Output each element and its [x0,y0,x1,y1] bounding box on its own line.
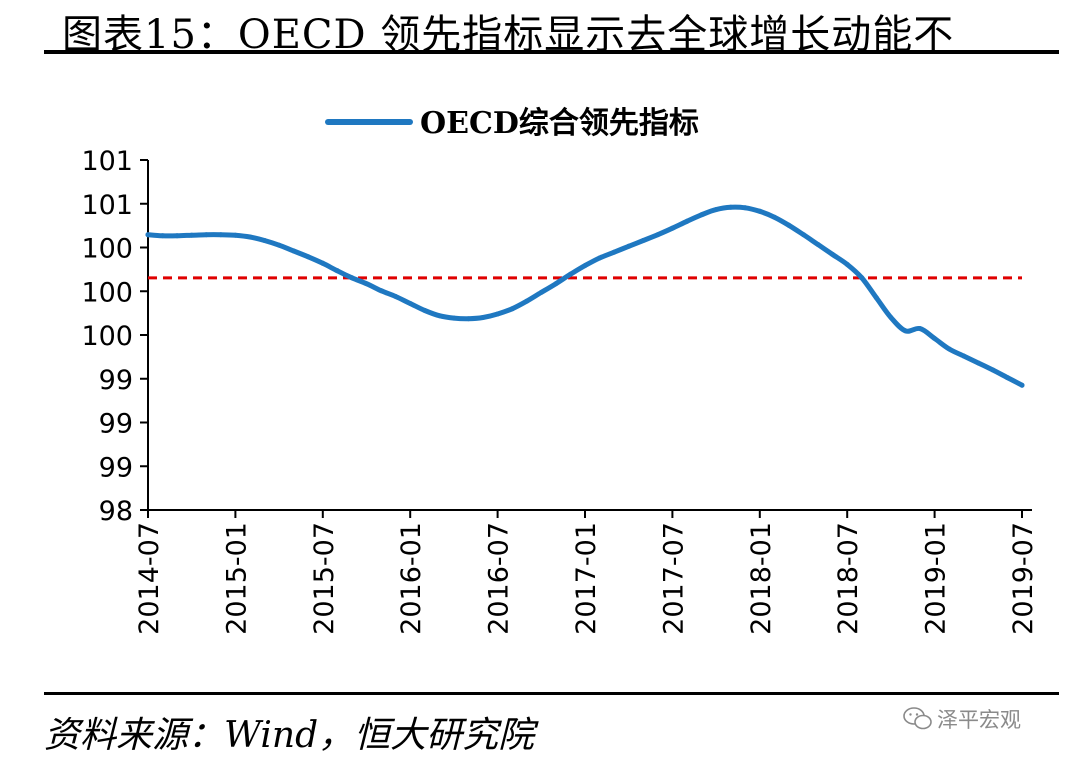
data-point [640,238,646,243]
data-point [524,298,530,304]
data-point [160,233,166,239]
data-point [174,233,180,239]
data-point [757,208,763,214]
data-point [451,315,457,321]
x-tick-label: 2016-01 [396,522,427,635]
data-point [801,232,806,238]
x-tick-label: 2017-01 [571,522,602,635]
data-point [538,289,544,295]
data-point [509,306,515,312]
data-point [975,360,981,366]
legend: OECD综合领先指标 [325,106,699,141]
x-tick-label: 2016-07 [484,522,515,635]
data-point [334,268,340,274]
wechat-icon [903,707,932,730]
data-point [917,326,923,332]
data-point [611,249,617,255]
top-rule [44,50,1059,54]
y-tick-label: 101 [81,146,133,177]
data-point [305,254,311,260]
data-point [830,252,836,257]
data-point [669,225,675,231]
data-point [393,294,399,299]
source-note: 资料来源：Wind，恒大研究院 [44,715,535,756]
data-point [655,232,661,238]
data-point [859,275,865,281]
data-point [407,301,413,306]
data-point [349,275,355,281]
data-point [553,281,559,287]
data-point [466,316,471,322]
series-points [145,204,1025,388]
watermark: 泽平宏观 [903,704,1021,734]
x-tick-label: 2018-07 [833,522,864,635]
data-point [189,232,195,238]
data-point [903,328,908,334]
data-point [1019,382,1025,388]
data-point [364,281,369,287]
data-point [276,242,282,248]
data-point [203,232,209,238]
data-point [713,207,719,213]
data-point [786,222,792,228]
data-point [873,295,879,301]
legend-label-oecd-cli: OECD综合领先指标 [420,106,699,141]
line-chart: OECD综合领先指标 98 99 99 99 100 100 100 101 101 2014-… [81,106,1039,635]
y-tick-label: 101 [81,190,133,221]
x-tick-label: 2015-01 [221,522,252,635]
data-point [567,271,573,277]
y-tick-label: 99 [99,365,133,396]
data-point [480,315,486,320]
data-point [218,232,224,238]
data-point [728,204,734,210]
data-point [247,234,253,240]
data-point [145,232,151,238]
y-tick-label: 100 [81,234,133,265]
data-point [597,255,603,261]
data-point [742,205,748,211]
y-tick-label: 100 [81,277,133,308]
data-point [582,263,588,269]
data-point [844,261,850,267]
data-point [378,288,384,294]
data-point [262,238,267,243]
y-axis: 98 99 99 99 100 100 100 101 101 [81,146,149,527]
y-tick-label: 100 [81,321,133,352]
data-point [291,248,297,254]
data-point [626,243,632,249]
data-point [990,367,996,373]
x-tick-label: 2014-07 [134,522,165,635]
x-tick-label: 2015-07 [309,522,340,635]
x-tick-label: 2018-01 [746,522,777,635]
watermark-label: 泽平宏观 [937,708,1021,732]
data-point [684,218,690,224]
y-tick-label: 99 [99,409,133,440]
data-point [495,311,501,317]
data-point [232,232,238,238]
data-point [436,313,442,319]
x-tick-label: 2019-07 [1008,522,1039,635]
x-tick-label: 2019-01 [921,522,952,635]
data-point [932,336,938,341]
bottom-rule [44,692,1059,695]
x-tick-label: 2017-07 [658,522,689,635]
data-point [961,353,967,359]
y-tick-label: 98 [99,496,133,527]
data-point [422,308,428,313]
data-point [815,242,821,248]
data-point [1004,375,1010,381]
y-tick-label: 99 [99,452,133,483]
data-point [771,214,777,220]
data-point [888,315,894,320]
data-point [946,346,952,352]
data-point [320,260,326,266]
data-point [699,212,704,218]
x-axis: 2014-07 2015-01 2015-07 2016-01 2016-07 2017-… [134,509,1039,635]
series-line-oecd-cli [145,204,1025,388]
